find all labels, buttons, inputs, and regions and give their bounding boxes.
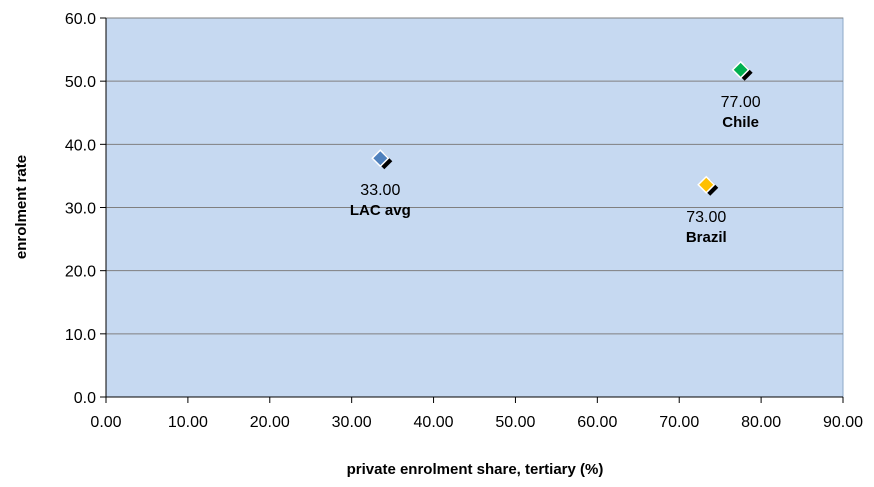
x-tick-label: 60.00 [577, 414, 617, 431]
x-tick-label: 40.00 [414, 414, 454, 431]
marker-diamond [731, 60, 750, 79]
point-name-label: LAC avg [350, 202, 411, 219]
point-value-label: 33.00 [360, 182, 400, 199]
y-tick-labels: 0.0 10.0 20.0 30.0 40.0 50.0 60.0 [65, 11, 96, 407]
y-tick-label: 30.0 [65, 201, 96, 218]
x-tick-label: 0.00 [90, 414, 121, 431]
y-tick-label: 0.0 [74, 390, 96, 407]
y-tick-label: 40.0 [65, 137, 96, 154]
marker-diamond [697, 175, 716, 194]
point-brazil: 73.00 Brazil [686, 175, 727, 246]
y-tick-label: 50.0 [65, 74, 96, 91]
x-tick-label: 90.00 [823, 414, 863, 431]
x-tick-label: 20.00 [250, 414, 290, 431]
y-tick-label: 60.0 [65, 11, 96, 28]
axes [100, 17, 844, 403]
gridlines [106, 17, 843, 335]
x-tick-labels: 0.00 10.00 20.00 30.00 40.00 50.00 60.00 70.00 8… [90, 414, 863, 431]
point-chile: 77.00 Chile [721, 60, 761, 131]
point-lac-avg: 33.00 LAC avg [350, 149, 411, 219]
marker-diamond [371, 149, 390, 168]
point-name-label: Brazil [686, 229, 727, 246]
x-tick-label: 70.00 [659, 414, 699, 431]
point-value-label: 73.00 [686, 209, 726, 226]
x-tick-label: 80.00 [741, 414, 781, 431]
y-axis-title: enrolment rate [13, 155, 30, 259]
point-value-label: 77.00 [721, 94, 761, 111]
data-points: 33.00 LAC avg 77.00 Chile 73.00 Brazil [350, 60, 761, 246]
x-tick-label: 30.00 [332, 414, 372, 431]
x-tick-label: 50.00 [495, 414, 535, 431]
point-name-label: Chile [722, 114, 759, 131]
y-tick-label: 20.0 [65, 264, 96, 281]
x-axis-title: private enrolment share, tertiary (%) [347, 461, 604, 478]
x-tick-label: 10.00 [168, 414, 208, 431]
y-tick-label: 10.0 [65, 327, 96, 344]
